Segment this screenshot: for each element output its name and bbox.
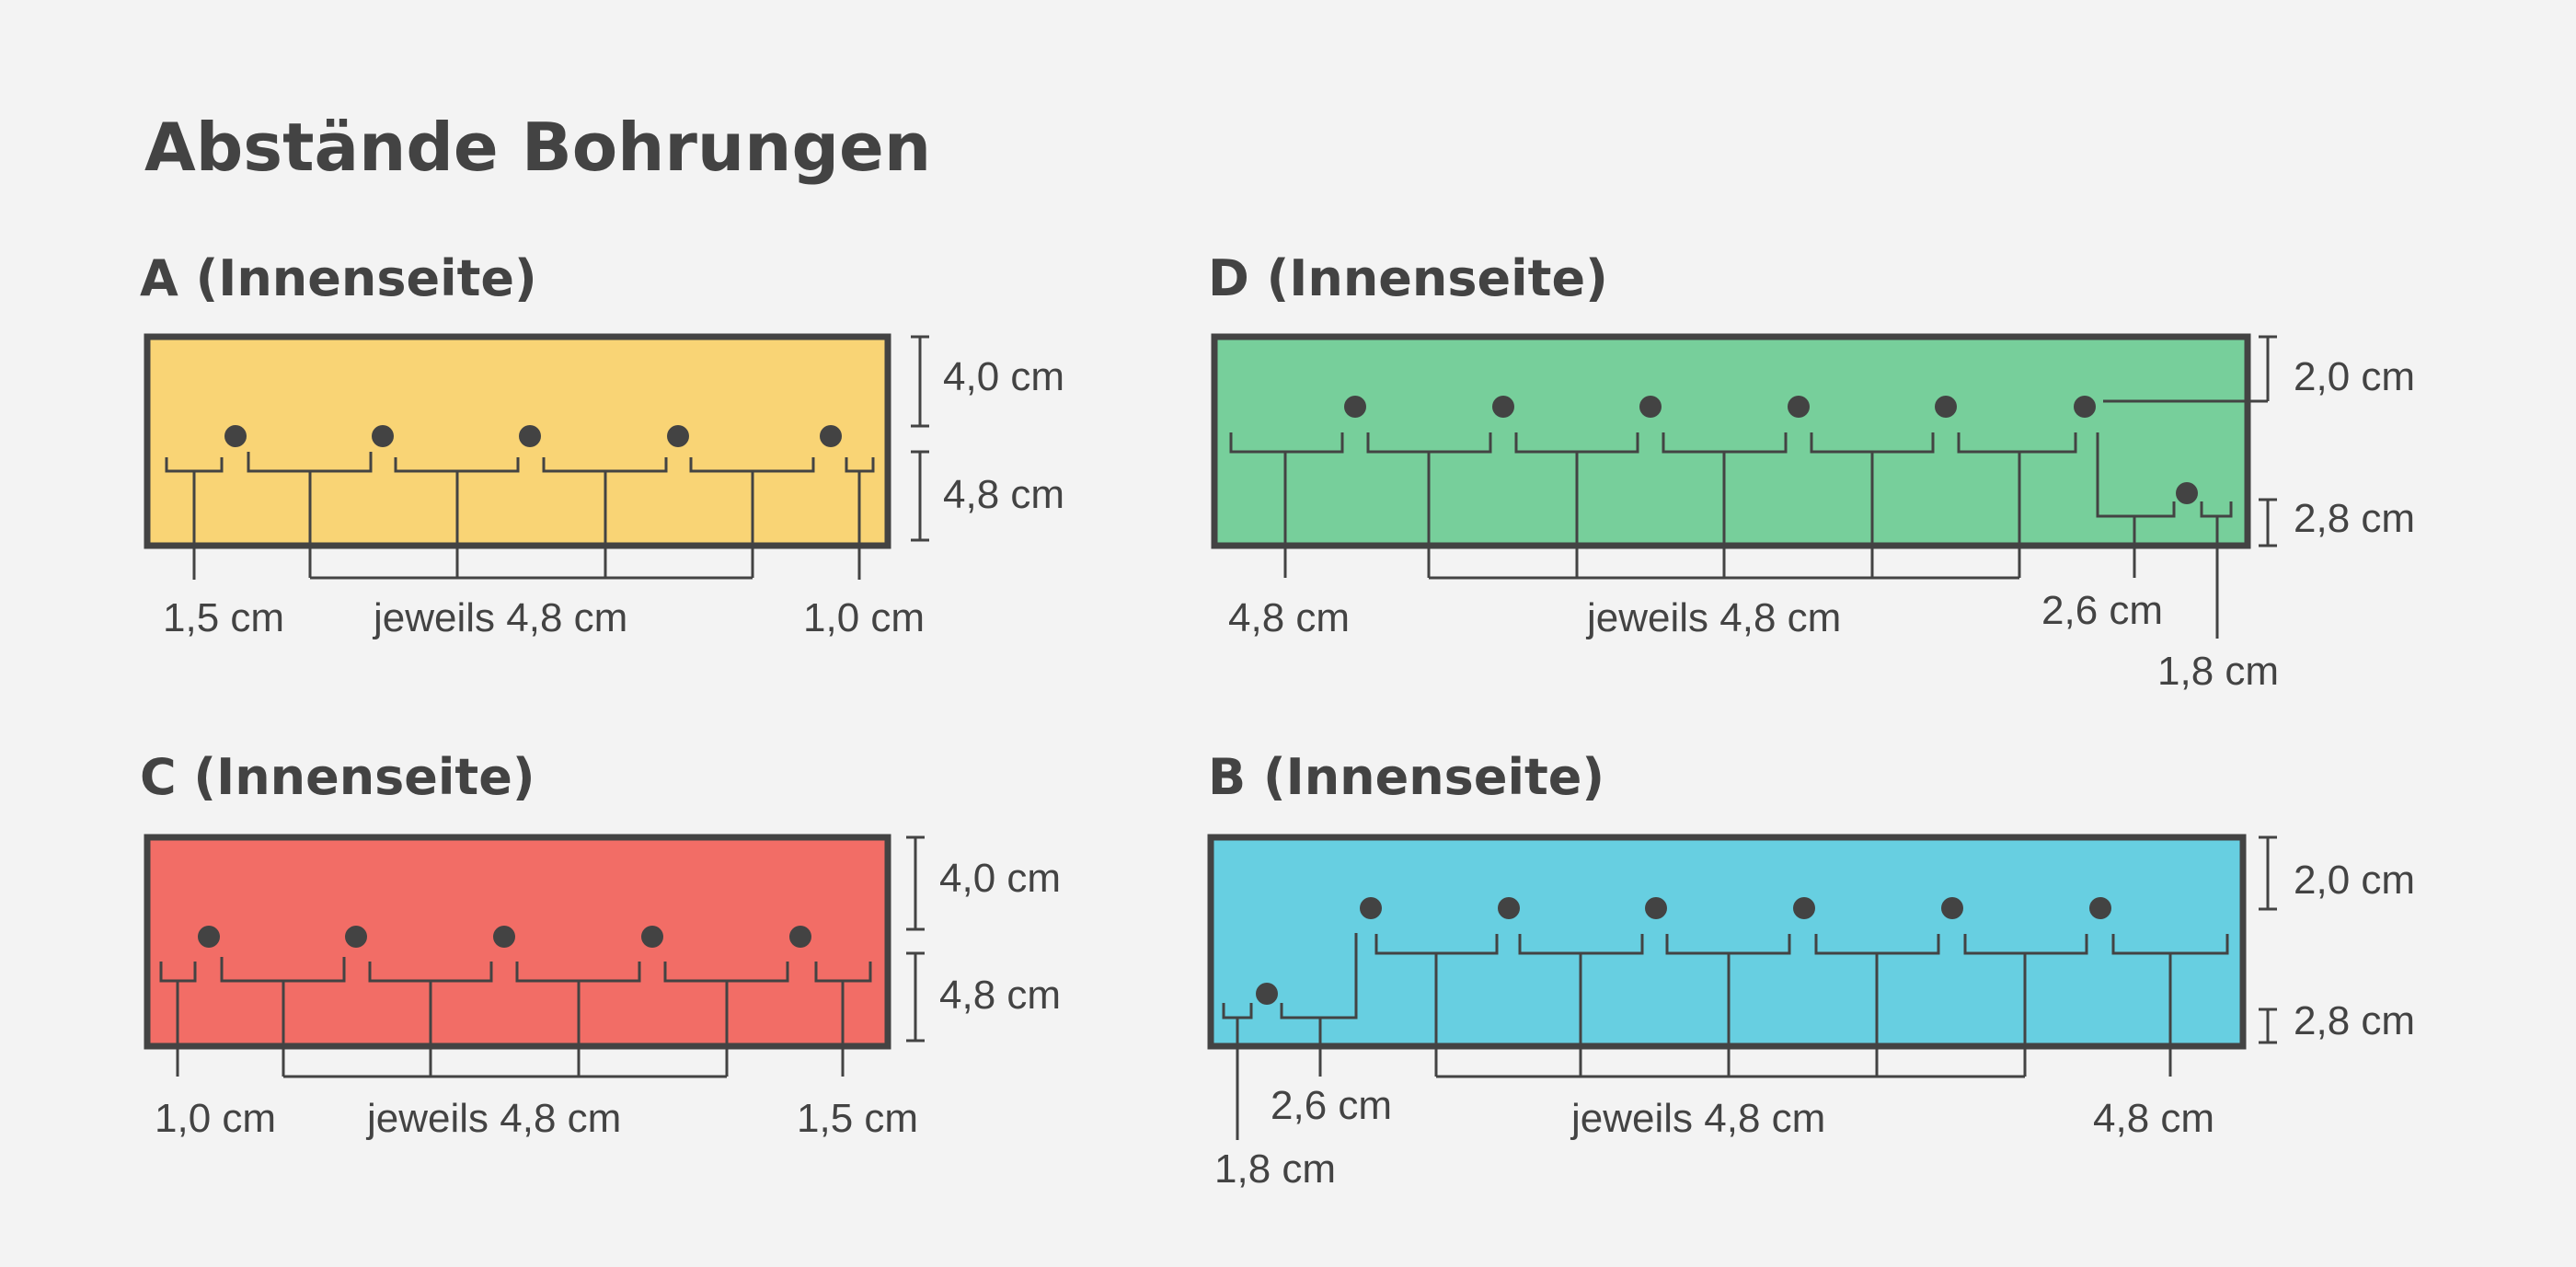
panel-c: C (Innenseite) 4,0 cm 4,8 cm 1,0 cm jewe… (140, 748, 1061, 1141)
panel-d-hole (1788, 396, 1810, 418)
panel-a-dim-top-marker (911, 335, 929, 428)
panel-b-dim-offset: 2,6 cm (1271, 1083, 1392, 1128)
panel-a-dim-each: jeweils 4,8 cm (372, 595, 627, 640)
panel-b-bracket-2 (1518, 934, 1644, 1077)
panel-d-dim-top-marker (2259, 335, 2277, 401)
panel-a-dim-top: 4,0 cm (943, 354, 1064, 399)
panel-b-hole (1498, 897, 1520, 919)
panel-b-dim-each: jeweils 4,8 cm (1570, 1096, 1825, 1141)
panel-a-label: A (Innenseite) (140, 249, 537, 307)
panel-b-bracket-4 (1814, 934, 1940, 1077)
panel-a-bracket-4 (689, 457, 815, 578)
panel-a-hole (667, 425, 689, 447)
panel-c-bracket-4 (663, 962, 789, 1077)
panel-d-hole (2176, 482, 2198, 504)
panel-d-bracket-1 (1366, 432, 1492, 578)
panel-c-bracket-2 (368, 962, 493, 1077)
panel-a-bracket-left (165, 457, 224, 580)
panel-c-label: C (Innenseite) (140, 748, 535, 806)
panel-c-hole (789, 926, 811, 948)
panel-b-hole (1793, 897, 1815, 919)
panel-b-hole (1360, 897, 1382, 919)
panel-d-bracket-offset (2096, 432, 2176, 578)
panel-d-bracket-4 (1810, 432, 1935, 578)
panel-b-board (1207, 834, 2247, 1050)
panel-c-bracket-right (814, 962, 872, 1077)
panel-c-dim-right: 1,5 cm (797, 1096, 918, 1141)
panel-d-label: D (Innenseite) (1208, 249, 1608, 307)
panel-d-dim-bottom-marker (2259, 498, 2277, 547)
panel-a-bracket-right (845, 457, 875, 580)
panel-d: D (Innenseite) 2,0 cm 2,8 cm 4,8 cm jewe… (1208, 249, 2415, 694)
panel-c-hole (198, 926, 220, 948)
panel-b-bracket-5 (1963, 934, 2088, 1077)
panel-a-bracket-3 (542, 457, 668, 578)
panel-a-hole (372, 425, 394, 447)
panel-b-label: B (Innenseite) (1208, 748, 1604, 806)
panel-a-dim-bottom-marker (911, 450, 929, 542)
panel-b-dim-top-marker (2259, 835, 2277, 911)
panel-b-bracket-right (2111, 934, 2229, 1077)
panel-c-dim-each: jeweils 4,8 cm (365, 1096, 621, 1141)
panel-d-bracket-3 (1662, 432, 1788, 578)
panel-a-hole (519, 425, 541, 447)
panel-b-bracket-offset (1280, 933, 1358, 1077)
panel-a-dim-right: 1,0 cm (803, 595, 925, 640)
panel-b-bracket-1 (1374, 934, 1499, 1077)
panel-c-dim-top: 4,0 cm (939, 856, 1061, 901)
panel-a: A (Innenseite) 4,0 cm 4,8 cm 1,5 cm jewe… (140, 249, 1064, 640)
panel-d-dim-each: jeweils 4,8 cm (1585, 595, 1841, 640)
panel-c-hole (493, 926, 515, 948)
panel-b-dim-right: 4,8 cm (2093, 1096, 2214, 1141)
panel-d-dim-left: 4,8 cm (1228, 595, 1350, 640)
panel-c-dim-top-marker (906, 835, 925, 931)
panel-b-bracket-3 (1665, 934, 1791, 1077)
panel-c-dim-bottom-marker (906, 951, 925, 1042)
panel-d-dim-small: 1,8 cm (2157, 649, 2279, 694)
panel-a-board (144, 333, 891, 549)
panel-a-hole (820, 425, 842, 447)
panel-a-bracket-2 (394, 457, 520, 578)
panel-c-hole (345, 926, 367, 948)
panel-d-dim-offset: 2,6 cm (2041, 588, 2163, 633)
panel-d-dim-top: 2,0 cm (2294, 354, 2415, 399)
panel-b-dim-small: 1,8 cm (1214, 1146, 1336, 1192)
panel-d-hole (1344, 396, 1366, 418)
panel-d-dim-bottom: 2,8 cm (2294, 496, 2415, 541)
panel-d-hole (1639, 396, 1662, 418)
panel-b-hole (1645, 897, 1667, 919)
panel-c-hole (641, 926, 663, 948)
panel-d-hole (1935, 396, 1957, 418)
panel-a-hole (224, 425, 247, 447)
panel-a-dim-bottom: 4,8 cm (943, 472, 1064, 517)
panel-b-hole (1256, 983, 1278, 1005)
panel-c-dim-bottom: 4,8 cm (939, 973, 1061, 1018)
panel-b-dim-top: 2,0 cm (2294, 858, 2415, 903)
panel-c-bracket-1 (220, 957, 346, 1077)
panel-d-bracket-2 (1514, 432, 1639, 578)
panel-b-dim-bottom: 2,8 cm (2294, 998, 2415, 1043)
panel-b: B (Innenseite) 2,0 cm 2,8 cm 2,6 cm 1,8 … (1207, 748, 2415, 1192)
panel-b-hole (2089, 897, 2111, 919)
page-title: Abstände Bohrungen (144, 109, 931, 186)
panel-d-bracket-left (1229, 432, 1344, 578)
panel-a-bracket-1 (247, 452, 373, 578)
panel-d-hole (1492, 396, 1514, 418)
panel-b-dim-bottom-marker (2259, 1008, 2277, 1044)
panel-d-hole (2074, 396, 2096, 418)
panel-c-bracket-3 (515, 962, 641, 1077)
panel-d-bracket-small (2200, 501, 2233, 639)
panel-b-bracket-small (1222, 1003, 1253, 1140)
panel-b-hole (1941, 897, 1963, 919)
panel-c-bracket-left (159, 962, 197, 1077)
panel-c-dim-left: 1,0 cm (155, 1096, 276, 1141)
panel-c-board (144, 834, 891, 1050)
panel-d-bracket-5 (1957, 432, 2077, 578)
panel-a-dim-left: 1,5 cm (163, 595, 284, 640)
